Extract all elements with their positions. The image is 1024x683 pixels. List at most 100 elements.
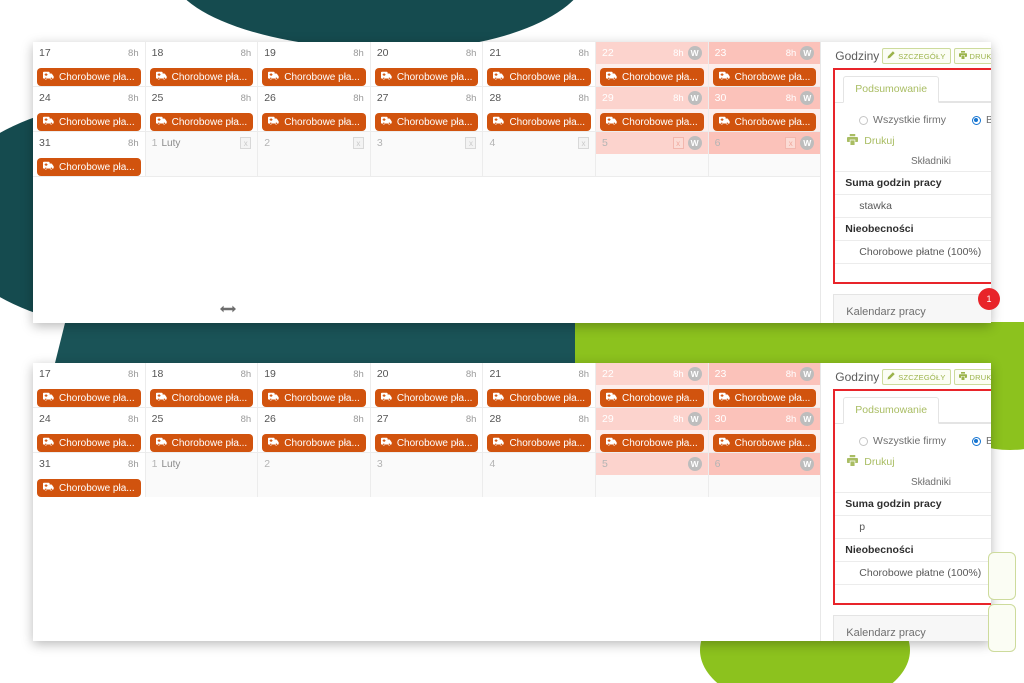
calendar-day-cell[interactable]: 2 (258, 453, 371, 497)
calendar-day-cell[interactable]: 1 Luty x (145, 132, 259, 176)
calendar-day-cell[interactable]: 28 8h Chorobowe pła... (483, 408, 597, 452)
calendar-event-pill[interactable]: Chorobowe pła... (149, 68, 254, 86)
details-button[interactable]: SZCZEGÓŁY (882, 369, 951, 385)
calendar-day-header: 24 8h (33, 87, 145, 109)
calendar-day-header: 1 Luty x (146, 132, 258, 154)
side-widget-tab[interactable] (988, 552, 1016, 600)
calendar-day-cell[interactable]: 18 8h Chorobowe pła... (145, 42, 259, 86)
calendar-day-cell[interactable]: 27 8h Chorobowe pła... (370, 408, 484, 452)
work-calendar-section-header[interactable]: Kalendarz pracy (833, 615, 991, 641)
calendar-event-pill[interactable]: Chorobowe pła... (600, 434, 704, 452)
calendar-day-cell[interactable]: 26 8h Chorobowe pła... (258, 408, 371, 452)
calendar-day-cell[interactable]: 25 8h Chorobowe pła... (145, 87, 259, 131)
calendar-day-cell[interactable]: 1 Luty (145, 453, 259, 497)
calendar-day-cell[interactable]: 27 8h Chorobowe pła... (370, 87, 484, 131)
calendar-event-pill[interactable]: Chorobowe pła... (262, 113, 366, 131)
calendar-event-pill[interactable]: Chorobowe pła... (149, 389, 254, 407)
calendar-event-pill[interactable]: Chorobowe pła... (487, 68, 592, 86)
details-button[interactable]: SZCZEGÓŁY (882, 48, 951, 64)
calendar-event-pill[interactable]: Chorobowe pła... (600, 68, 704, 86)
calendar-day-cell[interactable]: 31 8h Chorobowe pła... (33, 132, 146, 176)
calendar-event-pill[interactable]: Chorobowe pła... (374, 113, 479, 131)
calendar-day-cell[interactable]: 3 (370, 453, 484, 497)
calendar-event-pill[interactable]: Chorobowe pła... (37, 389, 141, 407)
calendar-day-cell[interactable]: 29 8h W Chorobowe pła... (596, 408, 709, 452)
calendar-event-pill[interactable]: Chorobowe pła... (712, 434, 817, 452)
calendar-event-pill[interactable]: Chorobowe pła... (487, 434, 592, 452)
calendar-day-cell[interactable]: 4 (483, 453, 597, 497)
calendar-day-cell[interactable]: 24 8h Chorobowe pła... (33, 408, 146, 452)
print-attendance-list-button[interactable]: DRUKUJ LISTĘ OBECNOŚCI (953, 369, 991, 385)
calendar-event-pill[interactable]: Chorobowe pła... (712, 113, 817, 131)
calendar-day-cell[interactable]: 24 8h Chorobowe pła... (33, 87, 146, 131)
calendar-event-pill[interactable]: Chorobowe pła... (374, 389, 479, 407)
radio-current-company[interactable]: Bieżąca firma (971, 435, 991, 447)
print-attendance-list-button[interactable]: DRUKUJ LISTĘ OBECNOŚCI (953, 48, 991, 64)
tab-podsumowanie[interactable]: Podsumowanie (843, 397, 940, 424)
calendar-day-cell[interactable]: 19 8h Chorobowe pła... (258, 363, 371, 407)
calendar-day-cell[interactable]: 23 8h W Chorobowe pła... (708, 42, 821, 86)
notification-badge[interactable]: 1 (978, 288, 1000, 310)
calendar-event-pill[interactable]: Chorobowe pła... (600, 113, 704, 131)
calendar-day-number: 17 (39, 368, 51, 380)
calendar-day-cell[interactable]: 31 8h Chorobowe pła... (33, 453, 146, 497)
calendar-day-cell[interactable]: 30 8h W Chorobowe pła... (708, 408, 821, 452)
calendar-event-pill[interactable]: Chorobowe pła... (600, 389, 704, 407)
calendar-day-number: 27 (376, 92, 389, 104)
print-button[interactable]: Drukuj (835, 134, 991, 154)
calendar-day-cell[interactable]: 25 8h Chorobowe pła... (145, 408, 259, 452)
calendar-day-cell[interactable]: 19 8h Chorobowe pła... (258, 42, 371, 86)
calendar-event-pill[interactable]: Chorobowe pła... (487, 113, 592, 131)
calendar-day-cell[interactable]: 22 8h W Chorobowe pła... (596, 42, 709, 86)
ambulance-icon (43, 482, 54, 494)
calendar-day-cell[interactable]: 17 8h Chorobowe pła... (33, 42, 146, 86)
calendar-event-pill[interactable]: Chorobowe pła... (262, 389, 366, 407)
tab-podsumowanie[interactable]: Podsumowanie (843, 76, 940, 103)
horizontal-resize-icon[interactable] (220, 301, 236, 313)
calendar-day-cell[interactable]: 28 8h Chorobowe pła... (483, 87, 597, 131)
calendar-event-pill[interactable]: Chorobowe pła... (374, 68, 479, 86)
radio-current-company[interactable]: Bieżąca firma (971, 114, 991, 126)
calendar-event-pill[interactable]: Chorobowe pła... (37, 113, 141, 131)
calendar-day-cell[interactable]: 26 8h Chorobowe pła... (258, 87, 371, 131)
print-button[interactable]: Drukuj (835, 455, 991, 475)
calendar-day-header: 30 8h W (708, 408, 821, 430)
calendar-day-cell[interactable]: 18 8h Chorobowe pła... (145, 363, 259, 407)
calendar-day-cell[interactable]: 30 8h W Chorobowe pła... (708, 87, 821, 131)
calendar-event-pill[interactable]: Chorobowe pła... (37, 434, 141, 452)
work-calendar-section-header[interactable]: Kalendarz pracy (833, 294, 991, 323)
calendar-day-cell[interactable]: 20 8h Chorobowe pła... (370, 363, 484, 407)
calendar-event-pill[interactable]: Chorobowe pła... (262, 434, 366, 452)
calendar-day-cell[interactable]: 17 8h Chorobowe pła... (33, 363, 146, 407)
radio-all-companies[interactable]: Wszystkie firmy (859, 435, 946, 447)
calendar-event-pill[interactable]: Chorobowe pła... (712, 68, 817, 86)
calendar-event-pill[interactable]: Chorobowe pła... (487, 389, 592, 407)
calendar-event-pill[interactable]: Chorobowe pła... (712, 389, 817, 407)
calendar-event-pill[interactable]: Chorobowe pła... (149, 434, 254, 452)
calendar-day-header: 31 8h (33, 453, 145, 475)
calendar-event-pill[interactable]: Chorobowe pła... (37, 158, 141, 176)
calendar-day-cell[interactable]: 29 8h W Chorobowe pła... (596, 87, 709, 131)
calendar-day-cell[interactable]: 21 8h Chorobowe pła... (483, 363, 597, 407)
calendar-event-pill[interactable]: Chorobowe pła... (149, 113, 254, 131)
calendar-event-pill[interactable]: Chorobowe pła... (37, 479, 141, 497)
calendar-event-pill[interactable]: Chorobowe pła... (262, 68, 366, 86)
calendar-day-header: 18 8h (146, 363, 258, 385)
radio-all-companies[interactable]: Wszystkie firmy (859, 114, 946, 126)
calendar-event-pill[interactable]: Chorobowe pła... (374, 434, 479, 452)
company-scope-radio-group: Wszystkie firmy Bieżąca firma (835, 103, 991, 134)
calendar-event-pill[interactable]: Chorobowe pła... (37, 68, 141, 86)
calendar-day-cell[interactable]: 20 8h Chorobowe pła... (370, 42, 484, 86)
calendar-day-header: 1 Luty (146, 453, 258, 475)
side-widget-tab[interactable] (988, 604, 1016, 652)
calendar-day-cell[interactable]: 23 8h W Chorobowe pła... (708, 363, 821, 407)
calendar-day-cell[interactable]: 21 8h Chorobowe pła... (483, 42, 597, 86)
calendar-day-cell[interactable]: 22 8h W Chorobowe pła... (596, 363, 709, 407)
